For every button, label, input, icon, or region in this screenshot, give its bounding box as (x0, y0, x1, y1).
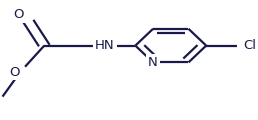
Text: N: N (148, 56, 158, 69)
Text: O: O (13, 8, 24, 21)
Text: O: O (10, 66, 20, 78)
Text: HN: HN (95, 39, 115, 52)
Text: Cl: Cl (243, 39, 256, 52)
